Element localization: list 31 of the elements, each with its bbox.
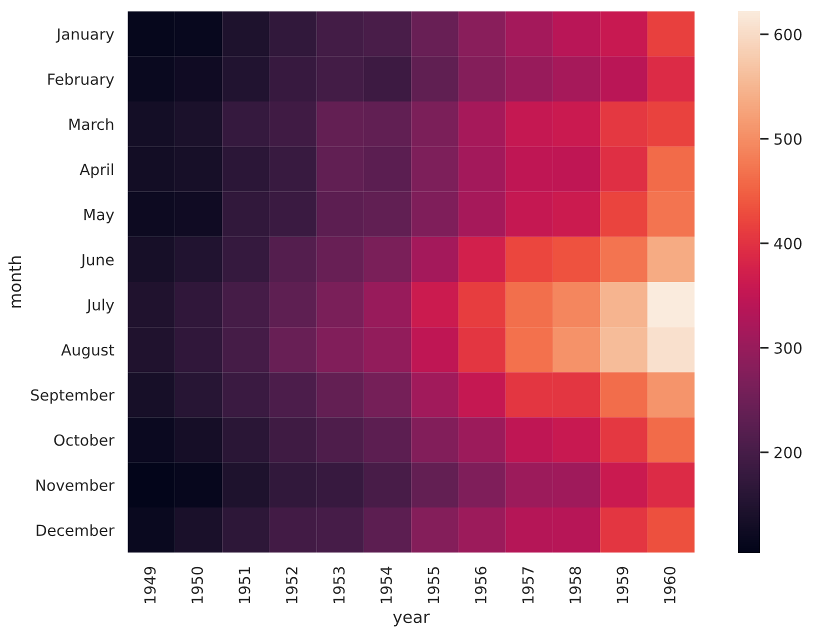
y-tick-label: March [69,118,114,130]
y-tick-label: April [80,163,114,178]
x-tick-label: 1960 [664,566,676,604]
x-tick-label: 1957 [522,567,534,604]
x-tick-label: 1950 [191,566,203,604]
color-bar-label: 300 [774,342,802,354]
x-tick-label: 1959 [616,566,628,604]
y-tick-label: November [36,479,114,491]
x-tick-label: 1954 [380,566,392,604]
y-tick-label: January [56,28,114,43]
color-bar-label: 200 [774,446,802,458]
y-tick-label: July [86,298,114,314]
y-tick-label: May [84,208,114,224]
y-tick-label: December [36,524,114,536]
y-tick-label: August [61,344,114,359]
color-bar-label: 500 [774,133,802,145]
y-tick-label: February [48,73,114,88]
x-tick-label: 1953 [333,567,345,604]
x-tick-label: 1952 [286,567,298,604]
color-bar-label: 600 [774,28,802,40]
y-tick-label: June [80,254,114,268]
y-tick-label: September [31,388,114,404]
x-tick-label: 1955 [428,567,440,604]
y-axis-title: month [8,256,22,308]
x-tick-label: 1958 [569,566,581,604]
x-tick-label: 1949 [144,566,156,604]
x-axis-title: year [393,614,430,626]
x-tick-label: 1956 [474,566,486,604]
x-tick-label: 1951 [238,567,250,604]
color-bar-label: 400 [774,238,802,250]
y-tick-label: October [54,434,114,446]
